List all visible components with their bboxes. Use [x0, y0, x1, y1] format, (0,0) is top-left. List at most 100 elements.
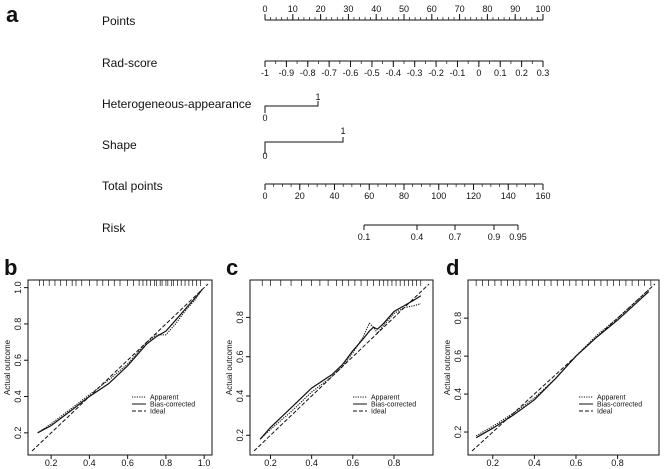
bias-corrected-line: [259, 295, 422, 440]
panel-label-a: a: [6, 2, 19, 27]
legend-label: Apparent: [371, 395, 399, 402]
rad-score-axis-tick-label: -1: [261, 68, 269, 78]
y-tick-label: 0.4: [453, 388, 463, 401]
plot-frame: [249, 279, 434, 456]
x-tick-label: 0.4: [305, 458, 318, 468]
rad-score-axis-tick-label: -0.8: [300, 68, 316, 78]
nomogram-label-total-points: Total points: [102, 179, 163, 193]
y-tick-label: 0.6: [13, 354, 23, 367]
total-points-axis-tick-label: 0: [262, 191, 267, 201]
rad-score-axis-tick-label: 0.1: [494, 68, 507, 78]
heterogeneous-axis: [264, 101, 319, 113]
points-axis-tick-label: 40: [371, 4, 381, 14]
rad-score-axis-tick-label: -0.3: [407, 68, 423, 78]
rad-score-axis-tick-label: 0: [476, 68, 481, 78]
points-axis-tick-label: 10: [288, 4, 298, 14]
points-axis-tick-label: 60: [427, 4, 437, 14]
points-axis-tick-label: 20: [316, 4, 326, 14]
rad-score-axis-tick-label: 0.2: [515, 68, 528, 78]
legend-label: Ideal: [371, 409, 387, 416]
y-axis-title: Actual outcome: [443, 339, 452, 395]
legend-label: Apparent: [150, 395, 178, 402]
points-axis-tick-label: 30: [343, 4, 353, 14]
x-tick-label: 0.4: [528, 458, 541, 468]
x-tick-label: 1.0: [198, 458, 211, 468]
points-axis-tick-label: 80: [482, 4, 492, 14]
total-points-axis-tick-label: 100: [431, 191, 446, 201]
apparent-line: [37, 289, 203, 434]
nomogram-label-shape: Shape: [102, 138, 137, 152]
risk-axis-tick-label: 0.7: [449, 232, 462, 242]
x-tick-label: 0.2: [45, 458, 58, 468]
risk-axis-tick-label: 0.1: [358, 232, 371, 242]
total-points-axis-tick-label: 80: [399, 191, 409, 201]
calibration-plot-b: 0.20.40.60.81.00.20.40.60.81.0Nomogram-P…: [3, 279, 213, 468]
points-axis-tick-label: 0: [262, 4, 267, 14]
x-tick-label: 0.8: [388, 458, 401, 468]
legend-label: Bias-corrected: [597, 402, 642, 409]
risk-axis-tick-label: 0.95: [509, 232, 527, 242]
points-axis-tick-label: 90: [510, 4, 520, 14]
panel-label-d: d: [446, 255, 459, 280]
x-tick-label: 0.8: [611, 458, 624, 468]
x-tick-label: 0.2: [487, 458, 500, 468]
nomogram-label-rad-score: Rad-score: [102, 56, 158, 70]
ideal-line: [471, 283, 656, 452]
apparent-line: [475, 289, 650, 437]
rad-score-axis-tick-label: 0.3: [537, 68, 550, 78]
points-axis-tick-label: 50: [399, 4, 409, 14]
ideal-line: [253, 283, 430, 452]
legend-label: Apparent: [597, 395, 625, 402]
rad-score-axis-tick-label: -0.2: [428, 68, 444, 78]
legend-label: Bias-corrected: [150, 402, 195, 409]
panel-label-c: c: [226, 255, 238, 280]
rad-score-axis-tick-label: -0.7: [321, 68, 337, 78]
calibration-plot-c: 0.20.40.60.80.20.40.60.8Nomogram-Predict…: [225, 279, 434, 468]
y-tick-label: 0.8: [235, 311, 245, 324]
shape-axis: [264, 137, 344, 154]
shape-low-label: 0: [262, 151, 267, 161]
y-tick-label: 0.4: [235, 390, 245, 403]
nomogram-label-risk: Risk: [102, 221, 126, 235]
legend-label: Ideal: [597, 409, 613, 416]
nomogram-axes: 0 10 20 30 40 50 60 70 80 90 100-1 -0.9 -0.8 -0.7 -0.6…: [261, 4, 551, 242]
rad-score-axis-tick-label: -0.9: [279, 68, 295, 78]
y-tick-label: 0.8: [453, 312, 463, 325]
points-axis-tick-label: 70: [455, 4, 465, 14]
total-points-axis-tick-label: 120: [466, 191, 481, 201]
bias-corrected-line: [475, 291, 650, 439]
y-tick-label: 0.2: [13, 427, 23, 440]
y-axis-title: Actual outcome: [225, 339, 234, 395]
y-tick-label: 1.0: [13, 281, 23, 294]
rad-score-axis-tick-label: -0.6: [343, 68, 359, 78]
y-axis-title: Actual outcome: [3, 339, 12, 395]
heterogeneous-high-label: 1: [315, 92, 320, 102]
nomogram-label-points: Points: [102, 14, 135, 28]
panel-label-b: b: [4, 255, 17, 280]
x-tick-label: 0.6: [570, 458, 583, 468]
x-tick-label: 0.6: [347, 458, 360, 468]
rad-score-axis-tick-label: -0.1: [450, 68, 466, 78]
x-tick-label: 0.4: [83, 458, 96, 468]
x-tick-label: 0.8: [160, 458, 173, 468]
rad-score-axis-tick-label: -0.4: [386, 68, 402, 78]
risk-axis-tick-label: 0.9: [488, 232, 501, 242]
x-tick-label: 0.2: [264, 458, 277, 468]
y-tick-label: 0.6: [453, 350, 463, 363]
total-points-axis-tick-label: 140: [501, 191, 516, 201]
y-tick-label: 0.2: [235, 429, 245, 442]
rad-score-axis-tick-label: -0.5: [364, 68, 380, 78]
x-tick-label: 0.6: [121, 458, 134, 468]
legend-label: Bias-corrected: [371, 402, 416, 409]
points-axis-tick-label: 100: [535, 4, 550, 14]
apparent-line: [259, 303, 421, 440]
heterogeneous-low-label: 0: [262, 113, 267, 123]
y-tick-label: 0.8: [13, 318, 23, 331]
total-points-axis-tick-label: 60: [364, 191, 374, 201]
total-points-axis-tick-label: 40: [329, 191, 339, 201]
total-points-axis-tick-label: 160: [535, 191, 550, 201]
risk-axis-tick-label: 0.4: [411, 232, 424, 242]
total-points-axis-tick-label: 20: [295, 191, 305, 201]
y-tick-label: 0.2: [453, 426, 463, 439]
